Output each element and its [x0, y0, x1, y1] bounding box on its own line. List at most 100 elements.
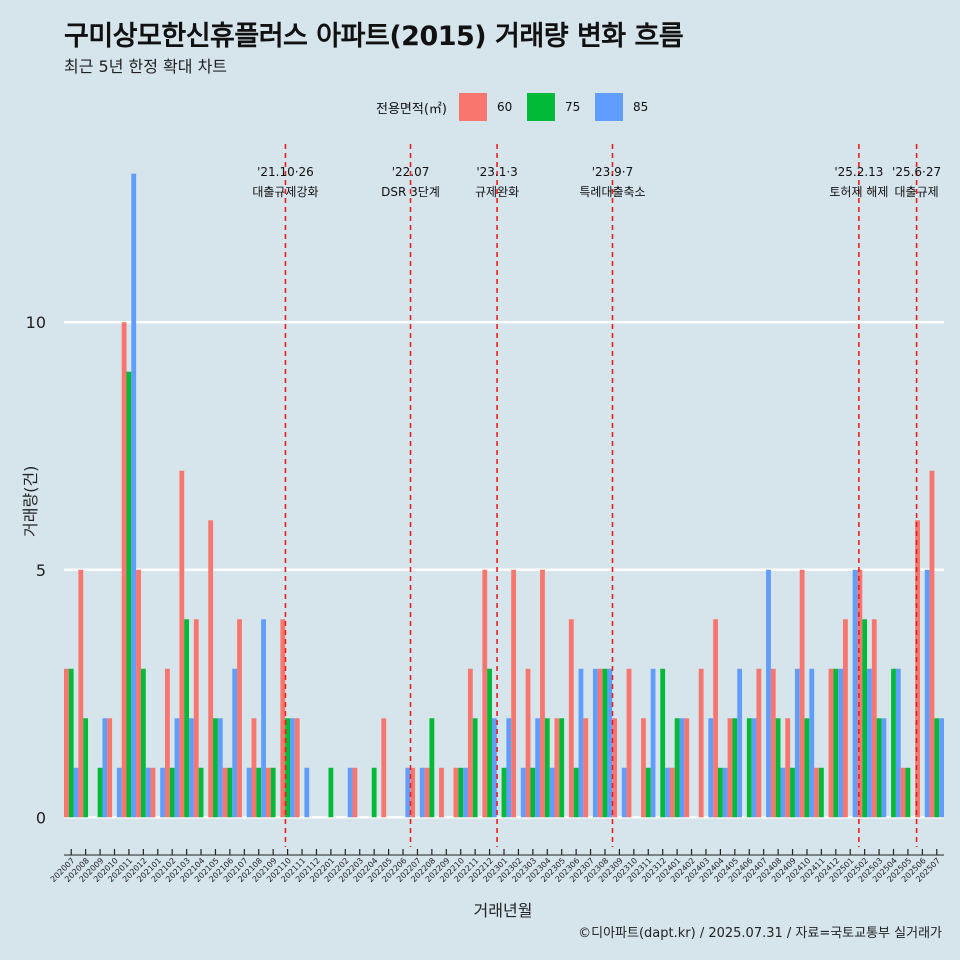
bar-202407-60: [756, 668, 762, 818]
bar-202506-60: [915, 520, 920, 818]
bar-202203-60: [352, 767, 358, 818]
bar-202008-60: [78, 569, 84, 818]
bar-202205-60: [381, 718, 387, 818]
bar-202311-85: [650, 668, 656, 818]
bar-202011-60: [121, 322, 127, 818]
bar-202406-85: [751, 718, 757, 818]
bar-202101-60: [150, 767, 156, 818]
bar-202212-85: [491, 718, 497, 818]
bar-202412-75: [833, 668, 839, 818]
bar-202401-75: [674, 718, 680, 818]
legend-item-60: 60: [458, 93, 517, 121]
bar-202309-85: [621, 767, 627, 818]
legend-title: 전용면적(㎡): [376, 101, 447, 117]
bar-202404-85: [722, 767, 728, 818]
bar-202011-75: [126, 371, 132, 818]
bar-202410-75: [804, 718, 810, 818]
event-date-label: '22.07: [392, 165, 430, 179]
bar-202506-85: [924, 569, 930, 818]
bar-202106-75: [227, 767, 233, 818]
bar-202007-85: [73, 767, 79, 818]
bar-202504-85: [895, 668, 901, 818]
bar-202302-85: [520, 767, 526, 818]
bar-202110-75: [285, 718, 291, 818]
bar-202106-60: [222, 767, 228, 818]
bar-202202-85: [347, 767, 353, 818]
bar-202505-60: [900, 767, 906, 818]
bar-202212-75: [487, 668, 492, 818]
bar-202308-60: [597, 668, 603, 818]
bar-202309-60: [612, 718, 618, 818]
bar-202304-85: [549, 767, 555, 818]
bar-202405-60: [727, 718, 733, 818]
bar-202105-85: [217, 718, 223, 818]
bar-202308-85: [607, 668, 613, 818]
bar-202208-75: [429, 718, 435, 818]
legend-label-85: 85: [632, 100, 649, 114]
event-name-label: DSR 3단계: [381, 185, 440, 199]
legend-swatch-60: [458, 93, 487, 121]
event-date-label: '25.2.13: [834, 165, 883, 179]
bar-202109-60: [265, 767, 271, 818]
bar-202409-85: [794, 668, 800, 818]
bar-202208-60: [424, 767, 430, 818]
bar-202404-75: [717, 767, 723, 818]
bar-202305-60: [554, 718, 560, 818]
bar-202110-85: [290, 718, 295, 818]
bar-202411-60: [814, 767, 819, 818]
bar-202307-85: [592, 668, 598, 818]
bar-202410-85: [809, 668, 815, 818]
legend-label-60: 60: [496, 100, 513, 114]
bar-202311-60: [641, 718, 646, 818]
bar-202207-85: [419, 767, 425, 818]
bar-202301-75: [501, 767, 507, 818]
event-name-label: 토허제 해제: [829, 185, 888, 199]
bar-202412-85: [838, 668, 844, 818]
bar-202108-60: [251, 718, 257, 818]
legend: 전용면적(㎡) 60 75 85: [376, 92, 657, 122]
bar-202502-75: [862, 619, 868, 818]
bar-202102-75: [169, 767, 175, 818]
bar-202312-85: [665, 767, 670, 818]
bar-202103-60: [179, 470, 185, 818]
bar-202310-60: [626, 668, 632, 818]
event-date-label: '21.10·26: [257, 165, 314, 179]
bar-202201-75: [328, 767, 334, 818]
event-name-label: 대출규제: [895, 185, 939, 199]
bar-202303-60: [525, 668, 531, 818]
event-date-label: '23.1·3: [476, 165, 517, 179]
bar-202406-75: [746, 718, 752, 818]
x-axis-title: 거래년월: [473, 901, 533, 920]
bar-202503-60: [871, 619, 877, 818]
bar-202409-60: [785, 718, 791, 818]
bar-202211-75: [472, 718, 478, 818]
bar-202303-85: [535, 718, 541, 818]
bar-202212-60: [482, 569, 488, 818]
bar-202306-60: [568, 619, 574, 818]
legend-item-85: 85: [594, 93, 653, 121]
y-tick-label: 0: [36, 808, 46, 827]
bar-202101-85: [160, 767, 165, 818]
bar-202507-75: [934, 718, 940, 818]
bar-202012-75: [140, 668, 146, 818]
legend-label-75: 75: [564, 100, 581, 114]
bar-202403-85: [708, 718, 714, 818]
bar-202502-85: [867, 668, 872, 818]
y-axis-title: 거래량(건): [21, 465, 40, 537]
bar-202107-60: [237, 619, 242, 818]
y-tick-label: 5: [36, 561, 46, 580]
bar-202311-75: [645, 767, 651, 818]
bar-202402-60: [684, 718, 690, 818]
bar-202104-75: [198, 767, 204, 818]
event-date-label: '23.9·7: [592, 165, 633, 179]
chart-title: 구미상모한신휴플러스 아파트(2015) 거래량 변화 흐름: [64, 21, 684, 52]
bar-202306-85: [578, 668, 584, 818]
bar-202105-60: [208, 520, 214, 818]
bar-202206-85: [405, 767, 411, 818]
bar-202102-60: [164, 668, 170, 818]
bar-202401-85: [679, 718, 685, 818]
bar-202111-60: [294, 718, 300, 818]
bar-202111-85: [304, 767, 310, 818]
bar-202401-60: [669, 767, 675, 818]
